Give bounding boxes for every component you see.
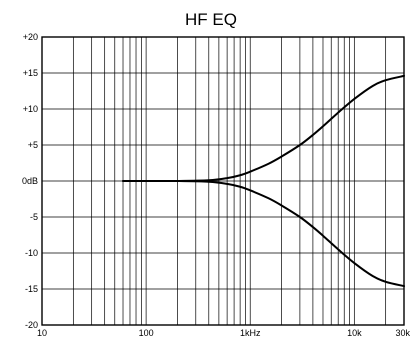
grid-lines: [42, 37, 404, 325]
y-tick-label: +20: [23, 32, 38, 42]
y-tick-label: -15: [25, 284, 38, 294]
x-tick-label: 1kHz: [240, 328, 261, 338]
y-tick-label: +10: [23, 104, 38, 114]
x-tick-label: 100: [139, 328, 154, 338]
curves: [122, 74, 405, 288]
boost-curve: [122, 74, 405, 183]
y-axis-tick-labels: +20 +15 +10 +5 0dB -5 -10 -15 -20: [22, 32, 38, 330]
y-tick-label: -20: [25, 320, 38, 330]
y-tick-label: -5: [30, 212, 38, 222]
x-tick-label: 30k: [395, 328, 410, 338]
cut-curve: [122, 179, 405, 288]
chart-title: HF EQ: [185, 10, 237, 29]
x-axis-tick-labels: 10 100 1kHz 10k 30k: [37, 328, 411, 338]
y-tick-label: -10: [25, 248, 38, 258]
y-tick-label: +15: [23, 68, 38, 78]
y-tick-label: 0dB: [22, 176, 38, 186]
plot-frame: [41, 36, 405, 326]
y-tick-label: +5: [28, 140, 38, 150]
x-tick-label: 10: [37, 328, 47, 338]
x-tick-label: 10k: [347, 328, 362, 338]
